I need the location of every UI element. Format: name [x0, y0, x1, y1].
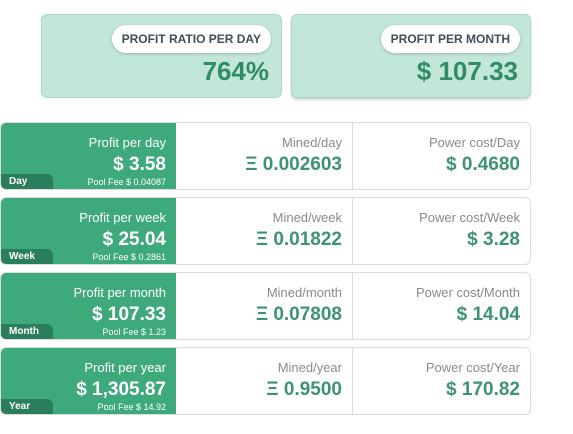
profit-cell: Profit per month $ 107.33 Pool Fee $ 1.2…: [1, 273, 176, 339]
power-label: Power cost/Year: [425, 360, 520, 375]
mined-label: Mined/week: [272, 210, 342, 225]
power-cell: Power cost/Week $ 3.28: [353, 198, 530, 264]
power-value: $ 3.28: [467, 229, 520, 250]
profit-value: $ 1,305.87: [76, 379, 166, 400]
pool-fee: Pool Fee $ 0.04087: [87, 177, 166, 187]
profit-label: Profit per day: [88, 135, 166, 150]
mined-value: Ξ 0.01822: [255, 229, 342, 250]
profit-label: Profit per year: [84, 360, 166, 375]
power-label: Power cost/Day: [428, 135, 520, 150]
mined-cell: Mined/year Ξ 0.9500: [176, 348, 353, 414]
profit-cell: Profit per week $ 25.04 Pool Fee $ 0.286…: [1, 198, 176, 264]
power-value: $ 170.82: [446, 379, 520, 400]
profit-value: $ 3.58: [113, 154, 166, 175]
mined-value: Ξ 0.07808: [255, 304, 342, 325]
power-label: Power cost/Month: [415, 285, 520, 300]
mined-cell: Mined/day Ξ 0.002603: [176, 123, 353, 189]
mined-value: Ξ 0.9500: [266, 379, 342, 400]
profit-label: Profit per month: [73, 285, 167, 300]
profit-ratio-label: PROFIT RATIO PER DAY: [111, 25, 271, 53]
period-tag: Year: [1, 399, 53, 414]
profit-value: $ 107.33: [92, 304, 166, 325]
mined-label: Mined/month: [266, 285, 342, 300]
power-value: $ 0.4680: [446, 154, 520, 175]
profit-label: Profit per week: [79, 210, 166, 225]
row-year: Profit per year $ 1,305.87 Pool Fee $ 14…: [0, 347, 531, 415]
power-cell: Power cost/Month $ 14.04: [353, 273, 530, 339]
profit-month-value: $ 107.33: [416, 56, 518, 86]
mined-value: Ξ 0.002603: [245, 154, 342, 175]
pool-fee: Pool Fee $ 1.23: [102, 327, 166, 337]
profit-cell: Profit per year $ 1,305.87 Pool Fee $ 14…: [1, 348, 176, 414]
mined-label: Mined/day: [282, 135, 342, 150]
mined-cell: Mined/week Ξ 0.01822: [176, 198, 353, 264]
pool-fee: Pool Fee $ 0.2861: [92, 252, 166, 262]
profit-cell: Profit per day $ 3.58 Pool Fee $ 0.04087…: [1, 123, 176, 189]
row-month: Profit per month $ 107.33 Pool Fee $ 1.2…: [0, 272, 531, 340]
mined-cell: Mined/month Ξ 0.07808: [176, 273, 353, 339]
row-week: Profit per week $ 25.04 Pool Fee $ 0.286…: [0, 197, 531, 265]
period-tag: Day: [1, 174, 53, 189]
profit-month-card: PROFIT PER MONTH $ 107.33: [291, 14, 531, 98]
profit-value: $ 25.04: [102, 229, 166, 250]
power-value: $ 14.04: [456, 304, 520, 325]
row-day: Profit per day $ 3.58 Pool Fee $ 0.04087…: [0, 122, 531, 190]
profit-ratio-card: PROFIT RATIO PER DAY 764%: [41, 14, 282, 98]
pool-fee: Pool Fee $ 14.92: [97, 402, 166, 412]
mined-label: Mined/year: [277, 360, 342, 375]
power-cell: Power cost/Day $ 0.4680: [353, 123, 530, 189]
period-tag: Week: [1, 249, 53, 264]
power-cell: Power cost/Year $ 170.82: [353, 348, 530, 414]
period-tag: Month: [1, 324, 53, 339]
profit-ratio-value: 764%: [202, 56, 270, 86]
power-label: Power cost/Week: [419, 210, 520, 225]
profit-month-label: PROFIT PER MONTH: [380, 25, 520, 53]
